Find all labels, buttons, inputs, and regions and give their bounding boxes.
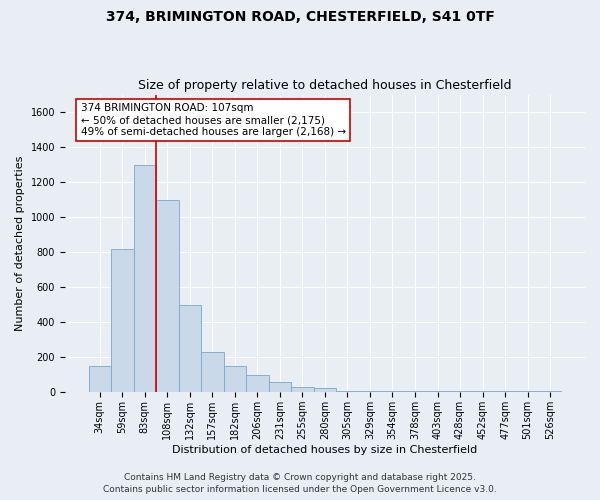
- Bar: [179, 304, 201, 392]
- Text: Contains HM Land Registry data © Crown copyright and database right 2025.
Contai: Contains HM Land Registry data © Crown c…: [103, 472, 497, 494]
- Bar: [134, 164, 156, 392]
- Y-axis label: Number of detached properties: Number of detached properties: [15, 156, 25, 331]
- Bar: [291, 387, 314, 392]
- Text: 374 BRIMINGTON ROAD: 107sqm
← 50% of detached houses are smaller (2,175)
49% of : 374 BRIMINGTON ROAD: 107sqm ← 50% of det…: [80, 104, 346, 136]
- Bar: [111, 248, 134, 392]
- Title: Size of property relative to detached houses in Chesterfield: Size of property relative to detached ho…: [138, 79, 512, 92]
- Bar: [89, 366, 111, 392]
- Bar: [156, 200, 179, 392]
- Text: 374, BRIMINGTON ROAD, CHESTERFIELD, S41 0TF: 374, BRIMINGTON ROAD, CHESTERFIELD, S41 …: [106, 10, 494, 24]
- Bar: [314, 388, 336, 392]
- X-axis label: Distribution of detached houses by size in Chesterfield: Distribution of detached houses by size …: [172, 445, 478, 455]
- Bar: [269, 382, 291, 392]
- Bar: [246, 375, 269, 392]
- Bar: [201, 352, 224, 393]
- Bar: [224, 366, 246, 392]
